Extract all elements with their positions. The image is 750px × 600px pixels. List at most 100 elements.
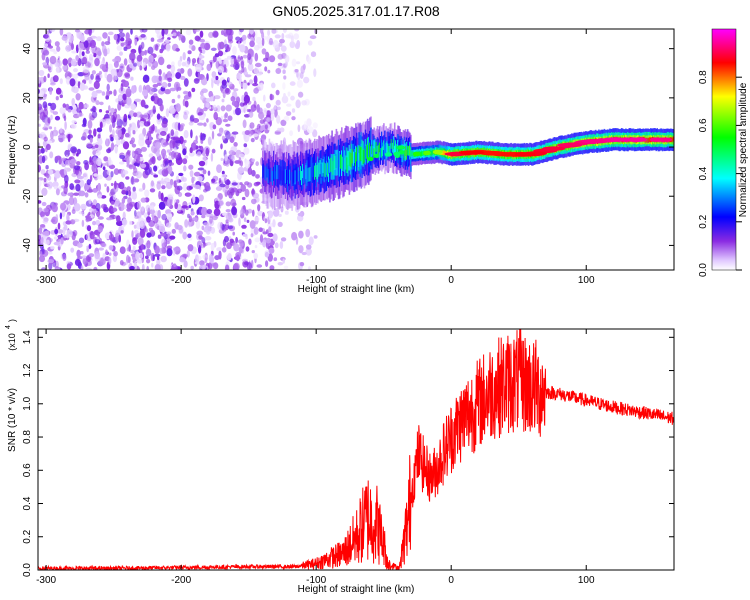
spectrogram-noise-cell: [95, 149, 101, 156]
spectrogram-noise-cell: [84, 103, 89, 108]
spectrogram-noise-cell: [170, 108, 176, 114]
spectrogram-noise-cell: [224, 264, 230, 270]
snr-x-label: Height of straight line (km): [298, 584, 415, 595]
spectrogram-ridge-cell: [325, 160, 328, 175]
spectrogram-noise-cell: [118, 95, 122, 100]
spectrogram-noise-cell: [133, 150, 139, 154]
spectrogram-noise-cell: [154, 223, 160, 229]
spectrogram-noise-cell: [123, 58, 128, 66]
spectrogram-ridge-cell: [375, 144, 378, 163]
spectrogram-noise-cell: [67, 133, 71, 143]
spectrogram-noise-cell: [211, 148, 216, 154]
spectrogram-noise-cell: [245, 209, 249, 216]
spectrogram-ridge-cell: [275, 171, 277, 186]
spectrogram-noise-cell: [202, 264, 206, 270]
spectrogram-noise-cell: [196, 151, 202, 157]
spectrogram-noise-cell: [222, 212, 227, 216]
spectrogram-ridge-cell: [322, 159, 325, 174]
spectrogram-noise-cell: [225, 29, 232, 36]
spectrogram-noise-cell: [260, 157, 263, 166]
snr-frame: [37, 328, 675, 571]
spectrogram-noise-cell: [241, 34, 247, 41]
spectrogram-noise-cell: [137, 259, 142, 264]
spectrogram-noise-cell: [120, 37, 125, 42]
spectrogram-noise-cell: [228, 39, 234, 44]
spectrogram-noise-cell: [138, 137, 145, 147]
spectrogram-noise-cell: [165, 43, 171, 52]
spectrogram-noise-cell: [41, 267, 47, 270]
spectrogram-noise-cell: [121, 197, 126, 204]
spectrogram-noise-cell: [215, 117, 222, 126]
spectrogram-noise-cell: [158, 75, 162, 82]
spectrogram-noise-cell: [164, 39, 170, 44]
spectrogram-noise-cell: [119, 260, 124, 266]
spectrogram-noise-cell: [177, 94, 181, 99]
spectrogram-noise-cell: [212, 104, 217, 111]
spectrogram-noise-cell: [279, 38, 285, 44]
spectrogram-noise-cell: [144, 167, 151, 176]
spectrogram-noise-cell: [241, 94, 246, 104]
spectrogram-noise-cell: [99, 74, 103, 79]
spectrogram-noise-cell: [38, 69, 45, 77]
spectrogram-noise-cell: [97, 183, 101, 192]
spectrogram-noise-cell: [76, 148, 81, 155]
spectrogram-noise-cell: [200, 133, 206, 141]
spectrogram-noise-cell: [108, 257, 112, 265]
spectrogram-ridge-cell: [393, 145, 396, 156]
spectrogram-noise-cell: [236, 72, 242, 80]
spectrogram-noise-cell: [216, 247, 223, 252]
spectrogram-noise-cell: [278, 213, 282, 217]
spectrogram-noise-cell: [206, 241, 212, 246]
spectrogram-noise-cell: [158, 69, 162, 76]
spectrogram-peak-cell: [367, 156, 374, 162]
spectrogram-noise-cell: [119, 246, 126, 254]
spectrogram-noise-cell: [157, 209, 161, 219]
spectrogram-noise-cell: [214, 255, 220, 261]
spectrogram-noise-cell: [225, 57, 229, 67]
spectrogram-noise-cell: [125, 88, 132, 98]
spectrogram-noise-cell: [74, 258, 81, 266]
spectrogram-noise-cell: [112, 194, 117, 201]
spectrogram-noise-cell: [246, 262, 252, 270]
spectrogram-noise-cell: [218, 250, 222, 260]
spectrogram-noise-cell: [150, 180, 155, 187]
spectrogram-noise-cell: [150, 171, 154, 176]
spectrogram-noise-cell: [226, 55, 232, 60]
spectrogram-noise-cell: [66, 263, 72, 270]
spectrogram-noise-cell: [161, 148, 167, 157]
spectrogram-noise-cell: [153, 165, 158, 172]
spectrogram-noise-cell: [187, 244, 194, 252]
spectrogram-noise-cell: [144, 189, 150, 198]
spectrogram-noise-cell: [108, 31, 114, 36]
spectrogram-ridge-cell: [647, 137, 650, 143]
spectrogram-x-tick-label: -100: [306, 275, 326, 286]
spectrogram-noise-cell: [49, 29, 56, 32]
spectrogram-noise-cell: [148, 126, 153, 134]
spectrogram-noise-cell: [203, 183, 207, 187]
spectrogram-noise-cell: [54, 170, 61, 179]
spectrogram-noise-cell: [212, 262, 219, 270]
spectrogram-noise-cell: [78, 211, 84, 215]
spectrogram-noise-cell: [218, 60, 222, 64]
spectrogram-noise-cell: [272, 40, 279, 49]
spectrogram-noise-cell: [181, 177, 187, 182]
spectrogram-noise-cell: [81, 219, 85, 227]
spectrogram-noise-cell: [84, 192, 89, 198]
spectrogram-noise-cell: [182, 148, 187, 156]
spectrogram-noise-cell: [178, 172, 184, 177]
spectrogram-noise-cell: [248, 111, 254, 118]
spectrogram-noise-cell: [312, 122, 318, 129]
spectrogram-noise-cell: [43, 177, 47, 183]
spectrogram-noise-cell: [93, 173, 99, 177]
spectrogram-noise-cell: [167, 82, 172, 87]
spectrogram-ridge-cell: [376, 146, 379, 156]
spectrogram-noise-cell: [220, 105, 226, 112]
spectrogram-noise-cell: [97, 225, 104, 233]
spectrogram-noise-cell: [174, 202, 178, 210]
spectrogram-noise-cell: [277, 262, 284, 266]
spectrogram-noise-cell: [202, 156, 207, 161]
spectrogram-noise-cell: [297, 124, 301, 133]
spectrogram-noise-cell: [97, 134, 101, 139]
spectrogram-ridge-cell: [374, 147, 377, 158]
spectrogram-noise-cell: [40, 211, 45, 218]
